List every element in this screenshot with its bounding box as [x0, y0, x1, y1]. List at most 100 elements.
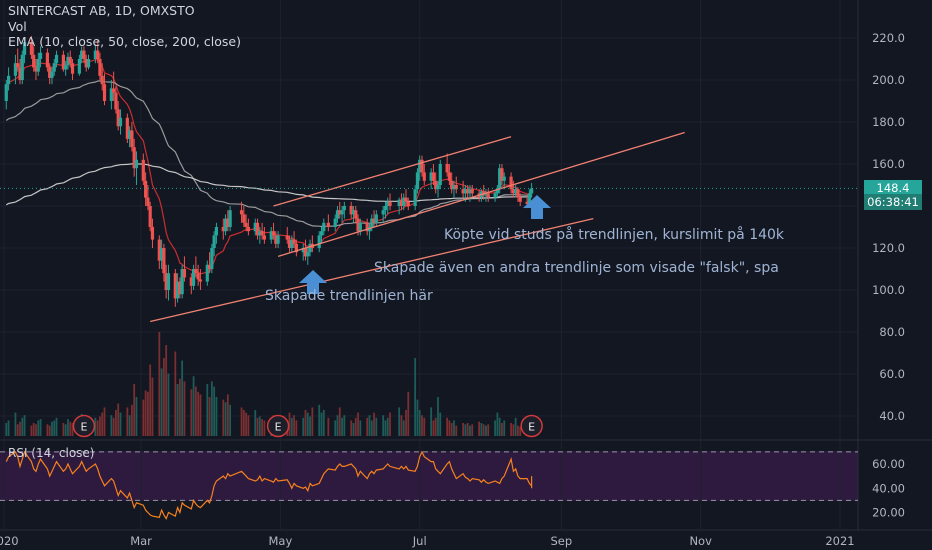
candle-body: [285, 235, 289, 240]
candle-body: [399, 199, 404, 206]
volume-bar: [311, 407, 314, 436]
candle-body: [32, 54, 36, 68]
trendline-main: [150, 217, 594, 323]
candle-body: [262, 235, 266, 240]
time-tick-label: 2020: [0, 534, 19, 548]
volume-bar: [142, 399, 145, 436]
candle-body: [253, 222, 257, 232]
volume-bar: [338, 407, 341, 436]
volume-bar: [368, 415, 371, 436]
volume-bar: [466, 423, 469, 436]
candle-body: [128, 130, 132, 139]
volume-bar: [448, 420, 451, 436]
volume-bar: [162, 358, 165, 436]
volume-bar: [64, 424, 67, 436]
candle-body: [6, 75, 11, 85]
candle-body: [22, 42, 27, 55]
symbol-title: SINTERCAST AB, 1D, OMXSTO: [8, 3, 195, 18]
candle-body: [418, 159, 422, 173]
earnings-marker-label: E: [528, 421, 535, 434]
candle-body: [447, 172, 452, 181]
candle-body: [530, 188, 534, 194]
volume-bar: [99, 416, 101, 436]
candle-body: [463, 189, 467, 194]
candle-body: [404, 197, 408, 202]
candle-body: [132, 147, 136, 169]
volume-bar: [254, 410, 257, 436]
candle-body: [189, 277, 193, 286]
candle-body: [221, 227, 225, 232]
volume-bar: [359, 420, 362, 436]
candle-body: [406, 201, 410, 206]
candle-body: [466, 189, 470, 194]
volume-bar: [293, 415, 295, 436]
candle-body: [157, 239, 161, 261]
candle-body: [397, 199, 401, 206]
trendline-channel-top: [273, 136, 512, 207]
candle-body: [116, 109, 120, 127]
candle-body: [98, 59, 102, 76]
candle-body: [470, 189, 474, 194]
candle-body: [258, 231, 262, 236]
candle-body: [260, 231, 264, 236]
candle-body: [175, 281, 180, 299]
candle-body: [500, 168, 504, 181]
candle-body: [207, 264, 212, 269]
candle-body: [518, 197, 522, 202]
candle-body: [82, 50, 86, 59]
rsi-tick-label: 40.00: [872, 481, 905, 495]
volume-bar: [343, 415, 346, 436]
candle-body: [173, 273, 177, 299]
candle-body: [306, 252, 310, 257]
volume-bar: [117, 403, 120, 436]
candle-body: [160, 248, 164, 261]
candle-body: [516, 189, 520, 198]
volume-bar: [144, 390, 147, 436]
candle-body: [422, 172, 426, 181]
earnings-marker-label: E: [275, 421, 282, 434]
annotation-second-trendline: Skapade även en andra trendlinje som vis…: [374, 260, 779, 276]
volume-bar: [32, 423, 35, 436]
volume-bar: [51, 421, 53, 436]
candle-body: [438, 164, 442, 185]
ema-50-line: [5, 80, 532, 228]
volume-bar: [55, 417, 58, 436]
volume-bar: [192, 376, 195, 436]
volume-bar: [519, 426, 522, 436]
volume-bar: [434, 417, 437, 436]
candle-body: [317, 235, 321, 248]
price-tick-label: 60.0: [879, 367, 905, 381]
annotation-trendline-created: Skapade trendlinjen här: [265, 288, 433, 304]
candle-body: [20, 54, 24, 80]
candle-body: [194, 269, 198, 274]
candle-body: [164, 273, 168, 290]
earnings-marker: [72, 414, 96, 438]
candle-body: [114, 92, 118, 110]
candle-body: [45, 52, 49, 68]
time-tick-label: Nov: [689, 534, 712, 548]
volume-bar: [389, 412, 391, 436]
volume-bar: [512, 424, 515, 436]
candle-body: [118, 117, 123, 127]
candle-body: [50, 71, 54, 78]
volume-bar: [226, 394, 229, 436]
volume-bar: [14, 412, 17, 436]
candle-body: [34, 67, 38, 72]
volume-bar: [213, 386, 216, 436]
candle-body: [301, 248, 305, 253]
candle-body: [486, 193, 490, 198]
volume-bar: [336, 415, 339, 436]
volume-bar: [119, 412, 122, 436]
earnings-marker-label: E: [80, 421, 87, 434]
candle-body: [70, 63, 75, 74]
candle-body: [429, 172, 433, 181]
volume-bar: [242, 410, 245, 436]
arrow-up-icon: [299, 270, 327, 294]
volume-bar: [256, 417, 259, 436]
volume-bar: [21, 417, 24, 436]
candle-body: [342, 206, 346, 211]
candle-body: [370, 218, 374, 227]
volume-bar: [517, 425, 519, 436]
